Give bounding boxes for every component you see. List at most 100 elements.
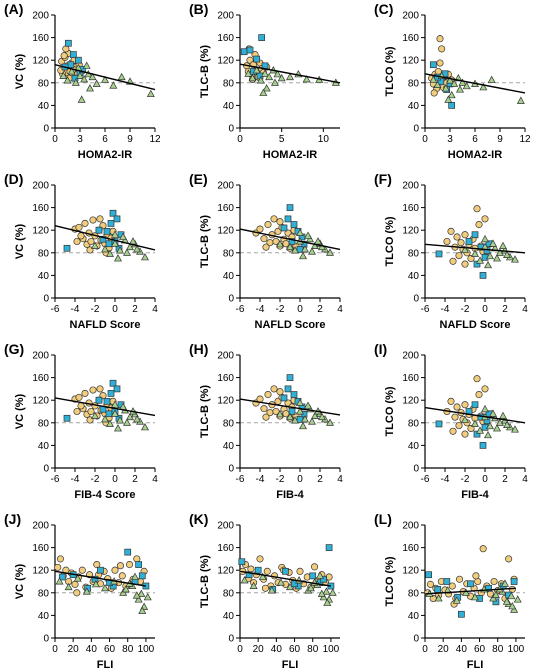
x-axis-title: FIB-4: [276, 489, 304, 501]
data-point-triangle: [481, 404, 489, 413]
data-point-triangle: [328, 588, 337, 596]
x-tick-label: 60: [104, 644, 116, 655]
x-tick-label: 12: [149, 134, 161, 145]
data-point-triangle: [101, 415, 109, 423]
x-tick-label: -4: [71, 304, 80, 315]
x-tick-label: -6: [51, 474, 60, 485]
panel-label: (J): [4, 511, 21, 527]
trend-line: [239, 570, 332, 587]
data-point-triangle: [111, 409, 119, 417]
data-point-triangle: [487, 75, 496, 83]
data-point-square: [288, 238, 296, 245]
data-point-square: [103, 227, 111, 235]
data-point-triangle: [114, 254, 122, 262]
y-tick-label: 120: [217, 56, 234, 67]
data-point-circle: [436, 59, 444, 67]
y-tick-label: 120: [32, 226, 49, 237]
x-tick-label: -2: [276, 304, 285, 315]
data-point-triangle: [286, 242, 294, 251]
y-tick-label: 40: [38, 611, 50, 622]
data-point-square: [105, 410, 113, 418]
y-tick-label: 0: [413, 634, 419, 645]
data-point-circle: [455, 575, 464, 583]
panel-label: (K): [189, 511, 208, 527]
data-point-square: [105, 240, 113, 248]
data-point-square: [63, 414, 71, 422]
data-point-triangle: [117, 72, 126, 81]
data-point-triangle: [276, 578, 285, 586]
x-tick-label: 9: [127, 134, 133, 145]
data-point-triangle: [286, 72, 294, 81]
data-point-triangle: [511, 425, 519, 433]
panel-D: (D) 0 40 80 120 160 200 -6 -4 -2 0 2 4 NAFLD Score VC …: [4, 171, 158, 331]
y-tick-label: 40: [38, 101, 50, 112]
data-point-circle: [264, 390, 272, 399]
y-tick-label: 200: [402, 351, 419, 362]
y-tick-label: 80: [38, 78, 50, 89]
x-tick-label: 80: [307, 644, 319, 655]
data-point-triangle: [441, 84, 450, 92]
trend-line: [239, 63, 341, 84]
data-point-triangle: [471, 419, 479, 427]
y-tick-label: 120: [217, 226, 234, 237]
y-tick-label: 120: [32, 56, 49, 67]
y-tick-label: 160: [32, 203, 49, 214]
data-point-triangle: [304, 401, 312, 409]
data-point-square: [471, 401, 479, 409]
x-axis-title: HOMA2-IR: [448, 149, 502, 161]
data-point-circle: [133, 555, 141, 563]
data-point-square: [109, 209, 117, 217]
data-point-square: [286, 204, 294, 211]
panel-G: (G) 0 40 80 120 160 200 -6 -4 -2 0 2 4 FIB-4 Score VC …: [4, 341, 158, 501]
data-point-circle: [276, 218, 284, 226]
data-point-triangle: [59, 71, 68, 79]
y-tick-label: 120: [217, 566, 234, 577]
data-point-circle: [262, 413, 270, 421]
panel-label: (D): [4, 171, 23, 187]
data-point-triangle: [291, 246, 299, 254]
data-point-square: [471, 231, 479, 239]
data-point-triangle: [461, 245, 469, 253]
data-point-circle: [75, 223, 83, 231]
data-point-square: [280, 224, 288, 232]
data-point-triangle: [262, 84, 271, 92]
data-point-circle: [62, 45, 70, 53]
y-axis-title: TLC-B (%): [199, 385, 211, 438]
data-point-triangle: [67, 67, 76, 75]
data-point-square: [492, 598, 500, 606]
data-point-square: [290, 391, 298, 398]
panel-K: (K) 0 40 80 120 160 200 0 20 40 60 80 100 FLI TLC-B (%…: [189, 511, 340, 668]
data-point-triangle: [326, 418, 334, 426]
data-point-triangle: [452, 596, 461, 604]
data-point-square: [253, 55, 261, 63]
data-point-square: [124, 548, 132, 556]
data-point-circle: [276, 388, 284, 396]
x-tick-label: 0: [422, 134, 428, 145]
data-point-square: [325, 544, 333, 551]
data-point-triangle: [304, 231, 312, 239]
y-tick-label: 200: [32, 351, 49, 362]
data-point-triangle: [501, 579, 509, 587]
data-point-triangle: [109, 81, 118, 89]
y-tick-label: 200: [32, 521, 49, 532]
trend-line: [424, 587, 516, 595]
data-point-square: [290, 221, 298, 228]
data-point-triangle: [267, 586, 276, 594]
y-tick-label: 160: [402, 33, 419, 44]
data-point-square: [288, 408, 296, 415]
data-point-square: [286, 374, 294, 381]
data-point-square: [458, 610, 465, 618]
y-tick-label: 80: [223, 588, 235, 599]
y-tick-label: 40: [408, 101, 420, 112]
data-point-triangle: [141, 422, 149, 431]
x-tick-label: -6: [236, 474, 245, 485]
y-tick-label: 0: [43, 124, 49, 135]
data-point-circle: [77, 232, 85, 240]
x-tick-label: 80: [122, 644, 134, 655]
x-tick-label: 0: [482, 474, 488, 485]
x-tick-label: 4: [522, 304, 528, 315]
data-point-circle: [125, 560, 134, 569]
data-point-triangle: [296, 407, 304, 415]
y-axis-title: VC (%): [14, 223, 26, 259]
